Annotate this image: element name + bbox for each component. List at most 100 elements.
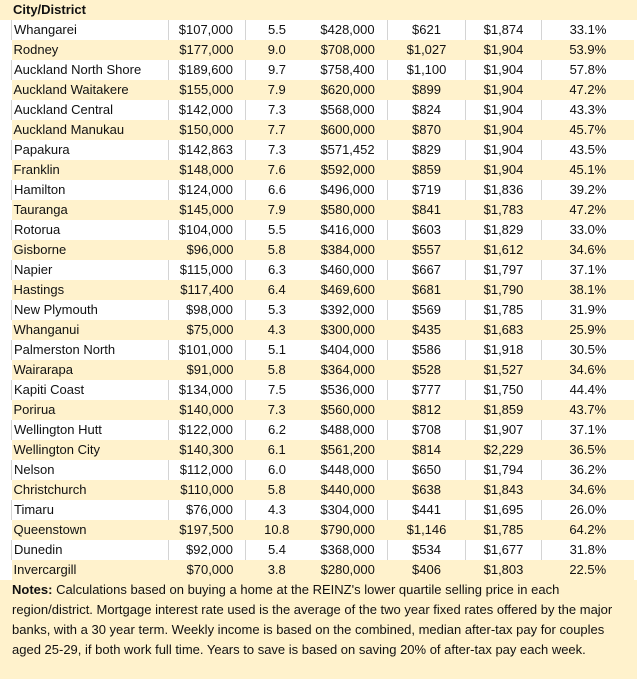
- price-cell: $600,000: [308, 120, 388, 140]
- deposit-cell: $92,000: [168, 540, 246, 560]
- years-cell: 7.5: [245, 380, 308, 400]
- repayment-cell: $708: [387, 420, 466, 440]
- repayment-cell: $824: [387, 100, 466, 120]
- price-cell: $460,000: [308, 260, 388, 280]
- city-cell: Whanganui: [11, 320, 169, 340]
- years-cell: 6.4: [245, 280, 308, 300]
- city-cell: Auckland Central: [11, 100, 169, 120]
- income-cell: $1,874: [465, 20, 542, 40]
- deposit-cell: $189,600: [168, 60, 246, 80]
- table-row: Auckland North Shore $189,600 9.7 $758,400 $…: [11, 60, 634, 80]
- percent-cell: 37.1%: [541, 420, 634, 440]
- percent-cell: 37.1%: [541, 260, 634, 280]
- deposit-cell: $140,300: [168, 440, 246, 460]
- price-cell: $416,000: [308, 220, 388, 240]
- price-cell: $368,000: [308, 540, 388, 560]
- city-cell: Kapiti Coast: [11, 380, 169, 400]
- price-cell: $448,000: [308, 460, 388, 480]
- years-cell: 9.0: [245, 40, 308, 60]
- percent-cell: 34.6%: [541, 480, 634, 500]
- deposit-cell: $104,000: [168, 220, 246, 240]
- table-row: New Plymouth $98,000 5.3 $392,000 $569 $1,785…: [11, 300, 634, 320]
- repayment-cell: $1,146: [387, 520, 466, 540]
- deposit-cell: $112,000: [168, 460, 246, 480]
- income-cell: $1,527: [465, 360, 542, 380]
- table-row: Wellington City $140,300 6.1 $561,200 $814 $2…: [11, 440, 634, 460]
- city-cell: Wellington Hutt: [11, 420, 169, 440]
- repayment-cell: $667: [387, 260, 466, 280]
- city-cell: Franklin: [11, 160, 169, 180]
- income-cell: $1,859: [465, 400, 542, 420]
- price-cell: $384,000: [308, 240, 388, 260]
- repayment-cell: $621: [387, 20, 466, 40]
- city-cell: Invercargill: [11, 560, 169, 580]
- city-cell: Auckland Waitakere: [11, 80, 169, 100]
- income-cell: $1,904: [465, 40, 542, 60]
- years-cell: 7.6: [245, 160, 308, 180]
- repayment-cell: $603: [387, 220, 466, 240]
- percent-cell: 47.2%: [541, 80, 634, 100]
- city-cell: Auckland North Shore: [11, 60, 169, 80]
- years-cell: 5.8: [245, 360, 308, 380]
- repayment-cell: $814: [387, 440, 466, 460]
- years-cell: 5.8: [245, 240, 308, 260]
- table-row: Auckland Central $142,000 7.3 $568,000 $824 $…: [11, 100, 634, 120]
- repayment-cell: $899: [387, 80, 466, 100]
- table-row: Rodney $177,000 9.0 $708,000 $1,027 $1,904 53.…: [11, 40, 634, 60]
- price-cell: $758,400: [308, 60, 388, 80]
- repayment-cell: $435: [387, 320, 466, 340]
- table-row: Palmerston North $101,000 5.1 $404,000 $586 $…: [11, 340, 634, 360]
- income-cell: $1,904: [465, 60, 542, 80]
- city-district-header: City/District: [13, 2, 86, 17]
- city-cell: Porirua: [11, 400, 169, 420]
- table-row: Napier $115,000 6.3 $460,000 $667 $1,797 37.1%: [11, 260, 634, 280]
- table-row: Queenstown $197,500 10.8 $790,000 $1,146 $1,7…: [11, 520, 634, 540]
- years-cell: 5.3: [245, 300, 308, 320]
- price-cell: $404,000: [308, 340, 388, 360]
- notes-label: Notes:: [12, 582, 53, 597]
- years-cell: 6.1: [245, 440, 308, 460]
- income-cell: $1,918: [465, 340, 542, 360]
- percent-cell: 30.5%: [541, 340, 634, 360]
- repayment-cell: $557: [387, 240, 466, 260]
- city-cell: Tauranga: [11, 200, 169, 220]
- table-row: Christchurch $110,000 5.8 $440,000 $638 $1,84…: [11, 480, 634, 500]
- table-row: Rotorua $104,000 5.5 $416,000 $603 $1,829 33.0…: [11, 220, 634, 240]
- income-cell: $1,829: [465, 220, 542, 240]
- city-cell: Whangarei: [11, 20, 169, 40]
- income-cell: $1,904: [465, 100, 542, 120]
- repayment-cell: $812: [387, 400, 466, 420]
- repayment-cell: $586: [387, 340, 466, 360]
- repayment-cell: $528: [387, 360, 466, 380]
- percent-cell: 44.4%: [541, 380, 634, 400]
- price-cell: $392,000: [308, 300, 388, 320]
- price-cell: $469,600: [308, 280, 388, 300]
- deposit-cell: $75,000: [168, 320, 246, 340]
- city-cell: Papakura: [11, 140, 169, 160]
- city-cell: Wairarapa: [11, 360, 169, 380]
- price-cell: $561,200: [308, 440, 388, 460]
- income-cell: $1,803: [465, 560, 542, 580]
- income-cell: $1,843: [465, 480, 542, 500]
- repayment-cell: $1,100: [387, 60, 466, 80]
- income-cell: $1,783: [465, 200, 542, 220]
- percent-cell: 57.8%: [541, 60, 634, 80]
- deposit-cell: $122,000: [168, 420, 246, 440]
- years-cell: 6.3: [245, 260, 308, 280]
- price-cell: $620,000: [308, 80, 388, 100]
- income-cell: $1,797: [465, 260, 542, 280]
- income-cell: $1,836: [465, 180, 542, 200]
- percent-cell: 31.8%: [541, 540, 634, 560]
- table-row: Timaru $76,000 4.3 $304,000 $441 $1,695 26.0%: [11, 500, 634, 520]
- percent-cell: 26.0%: [541, 500, 634, 520]
- years-cell: 6.2: [245, 420, 308, 440]
- years-cell: 7.7: [245, 120, 308, 140]
- notes-text: Calculations based on buying a home at t…: [12, 582, 613, 657]
- repayment-cell: $681: [387, 280, 466, 300]
- deposit-cell: $148,000: [168, 160, 246, 180]
- years-cell: 5.4: [245, 540, 308, 560]
- years-cell: 7.3: [245, 140, 308, 160]
- years-cell: 10.8: [245, 520, 308, 540]
- income-cell: $1,785: [465, 520, 542, 540]
- percent-cell: 45.7%: [541, 120, 634, 140]
